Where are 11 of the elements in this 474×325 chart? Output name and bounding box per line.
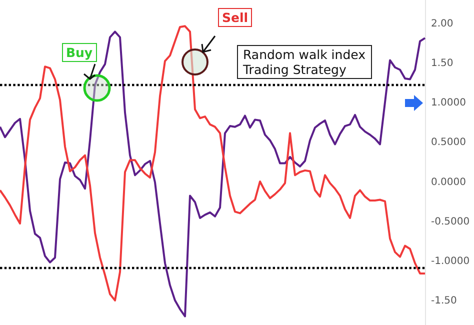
y-tick-label: -1.50 [431, 296, 457, 307]
y-tick-label: 0.0000 [431, 176, 466, 188]
y-tick-label: 1.50 [431, 58, 454, 69]
y-tick-label: -0.5000 [431, 216, 470, 228]
y-tick-label: 0.5000 [431, 137, 466, 148]
y-tick-label: -1.0000 [431, 256, 470, 268]
text: Random walk index Trading Strategy [237, 45, 372, 79]
y-tick-label: 2.00 [431, 18, 454, 30]
y-tick-label: 1.0000 [431, 98, 466, 109]
annotation: Buy [62, 43, 97, 62]
annotation: Sell [218, 8, 252, 27]
